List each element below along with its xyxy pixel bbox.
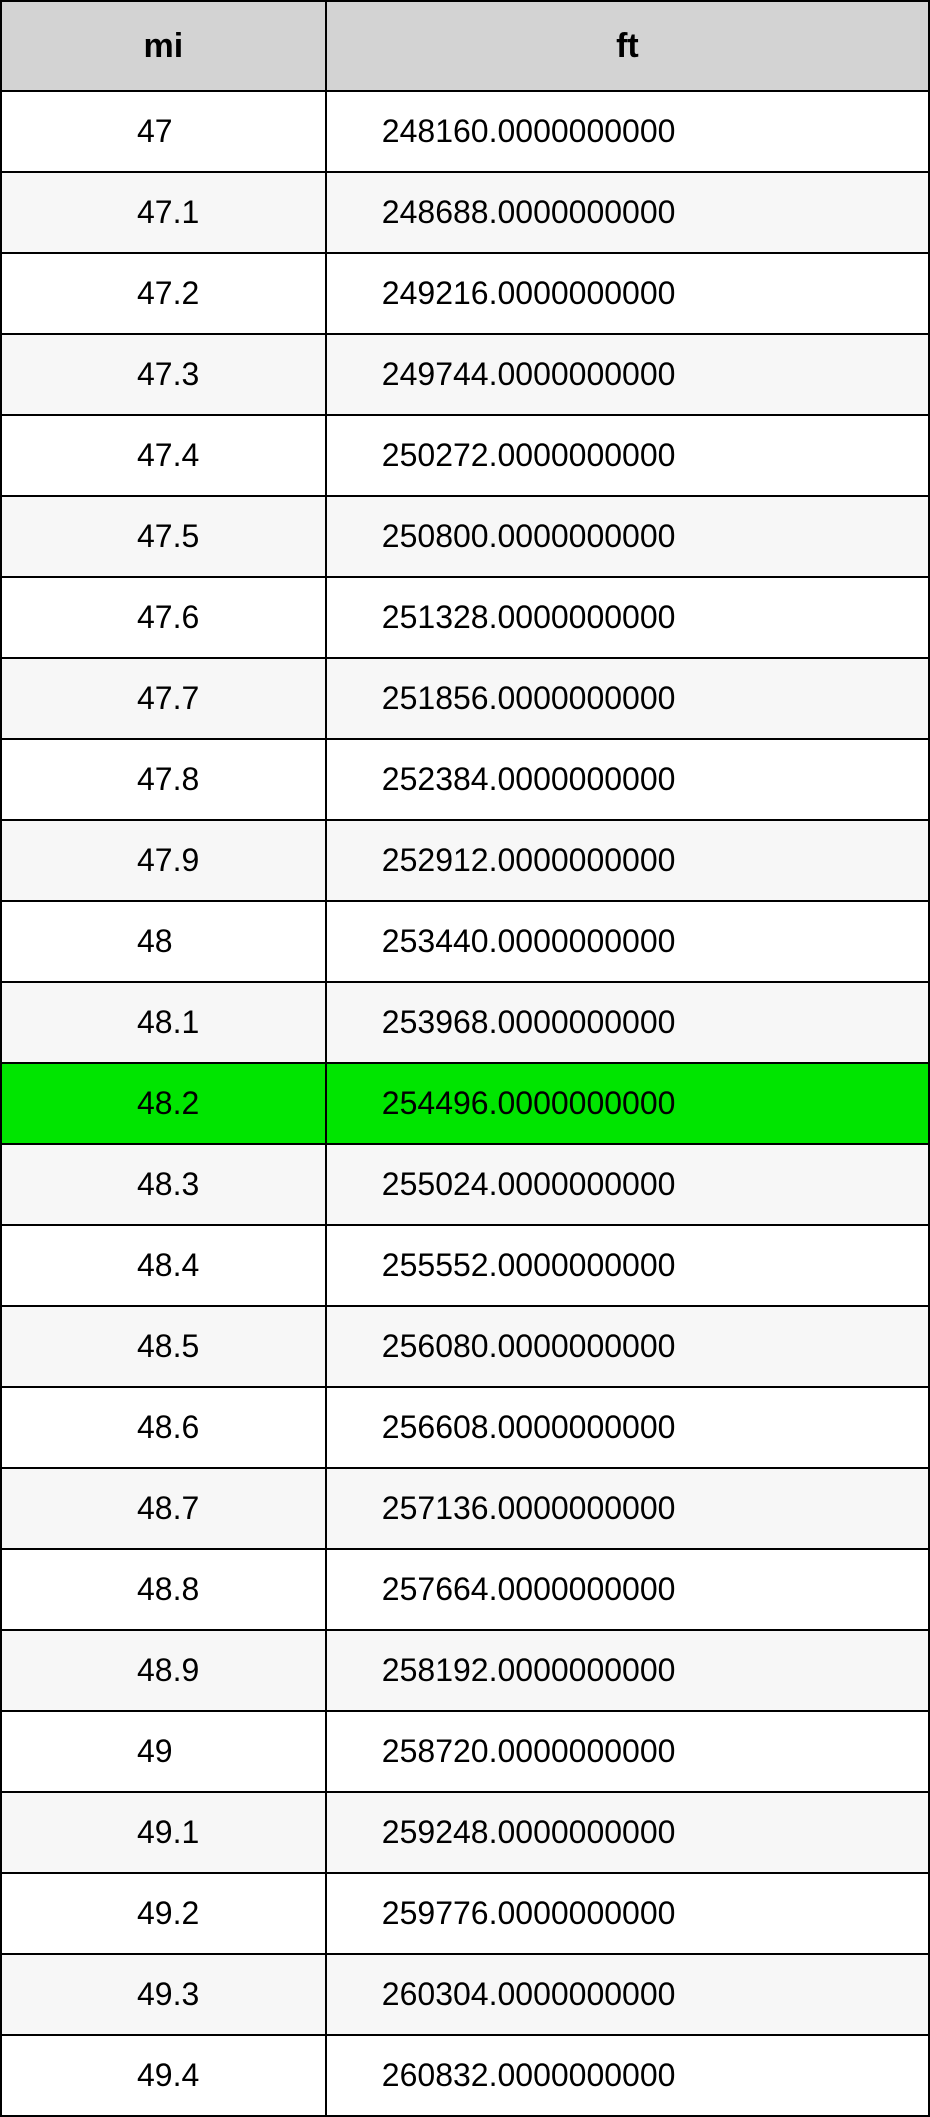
- cell-ft: 248160.0000000000: [326, 91, 929, 172]
- cell-ft: 249744.0000000000: [326, 334, 929, 415]
- cell-mi: 48.8: [1, 1549, 326, 1630]
- table-row: 48 253440.0000000000: [1, 901, 929, 982]
- cell-mi: 49.3: [1, 1954, 326, 2035]
- table-header-row: mi ft: [1, 1, 929, 91]
- table-row: 47.3 249744.0000000000: [1, 334, 929, 415]
- cell-ft: 260304.0000000000: [326, 1954, 929, 2035]
- cell-ft: 256080.0000000000: [326, 1306, 929, 1387]
- cell-mi: 47: [1, 91, 326, 172]
- cell-ft: 257664.0000000000: [326, 1549, 929, 1630]
- cell-ft: 260832.0000000000: [326, 2035, 929, 2116]
- table-row: 47.1 248688.0000000000: [1, 172, 929, 253]
- table-row: 47.7 251856.0000000000: [1, 658, 929, 739]
- cell-ft: 258720.0000000000: [326, 1711, 929, 1792]
- cell-ft: 253968.0000000000: [326, 982, 929, 1063]
- cell-ft: 255552.0000000000: [326, 1225, 929, 1306]
- table-row: 47.5 250800.0000000000: [1, 496, 929, 577]
- cell-ft: 258192.0000000000: [326, 1630, 929, 1711]
- table-row: 49.1 259248.0000000000: [1, 1792, 929, 1873]
- table-row: 48.1 253968.0000000000: [1, 982, 929, 1063]
- cell-ft: 251328.0000000000: [326, 577, 929, 658]
- cell-mi: 47.1: [1, 172, 326, 253]
- cell-mi: 47.4: [1, 415, 326, 496]
- table-row-highlighted: 48.2 254496.0000000000: [1, 1063, 929, 1144]
- table-row: 49.2 259776.0000000000: [1, 1873, 929, 1954]
- cell-ft: 254496.0000000000: [326, 1063, 929, 1144]
- cell-ft: 256608.0000000000: [326, 1387, 929, 1468]
- cell-mi: 47.8: [1, 739, 326, 820]
- cell-ft: 257136.0000000000: [326, 1468, 929, 1549]
- cell-mi: 47.3: [1, 334, 326, 415]
- table-row: 48.6 256608.0000000000: [1, 1387, 929, 1468]
- column-header-mi: mi: [1, 1, 326, 91]
- cell-mi: 49.1: [1, 1792, 326, 1873]
- table-row: 48.8 257664.0000000000: [1, 1549, 929, 1630]
- table-row: 47.2 249216.0000000000: [1, 253, 929, 334]
- cell-mi: 48.4: [1, 1225, 326, 1306]
- cell-ft: 248688.0000000000: [326, 172, 929, 253]
- cell-ft: 250272.0000000000: [326, 415, 929, 496]
- table-row: 48.9 258192.0000000000: [1, 1630, 929, 1711]
- table-row: 47 248160.0000000000: [1, 91, 929, 172]
- cell-mi: 48.2: [1, 1063, 326, 1144]
- cell-mi: 49.4: [1, 2035, 326, 2116]
- table-row: 48.5 256080.0000000000: [1, 1306, 929, 1387]
- cell-ft: 255024.0000000000: [326, 1144, 929, 1225]
- cell-mi: 48.5: [1, 1306, 326, 1387]
- cell-ft: 250800.0000000000: [326, 496, 929, 577]
- cell-mi: 47.5: [1, 496, 326, 577]
- table-row: 48.4 255552.0000000000: [1, 1225, 929, 1306]
- table-row: 49.3 260304.0000000000: [1, 1954, 929, 2035]
- column-header-ft: ft: [326, 1, 929, 91]
- cell-mi: 48.7: [1, 1468, 326, 1549]
- table-row: 48.3 255024.0000000000: [1, 1144, 929, 1225]
- cell-ft: 252384.0000000000: [326, 739, 929, 820]
- table-body: 47 248160.0000000000 47.1 248688.0000000…: [1, 91, 929, 2116]
- table-row: 47.6 251328.0000000000: [1, 577, 929, 658]
- cell-ft: 249216.0000000000: [326, 253, 929, 334]
- cell-mi: 48: [1, 901, 326, 982]
- cell-mi: 47.6: [1, 577, 326, 658]
- cell-mi: 49: [1, 1711, 326, 1792]
- conversion-table: mi ft 47 248160.0000000000 47.1 248688.0…: [0, 0, 930, 2117]
- table-row: 47.4 250272.0000000000: [1, 415, 929, 496]
- table-row: 48.7 257136.0000000000: [1, 1468, 929, 1549]
- table-row: 47.8 252384.0000000000: [1, 739, 929, 820]
- cell-mi: 48.1: [1, 982, 326, 1063]
- cell-ft: 253440.0000000000: [326, 901, 929, 982]
- table-row: 49.4 260832.0000000000: [1, 2035, 929, 2116]
- cell-mi: 47.9: [1, 820, 326, 901]
- cell-ft: 251856.0000000000: [326, 658, 929, 739]
- cell-mi: 48.6: [1, 1387, 326, 1468]
- cell-ft: 259776.0000000000: [326, 1873, 929, 1954]
- cell-mi: 49.2: [1, 1873, 326, 1954]
- cell-mi: 48.3: [1, 1144, 326, 1225]
- cell-mi: 48.9: [1, 1630, 326, 1711]
- table-row: 49 258720.0000000000: [1, 1711, 929, 1792]
- cell-ft: 259248.0000000000: [326, 1792, 929, 1873]
- cell-mi: 47.7: [1, 658, 326, 739]
- table-row: 47.9 252912.0000000000: [1, 820, 929, 901]
- cell-mi: 47.2: [1, 253, 326, 334]
- conversion-table-container: mi ft 47 248160.0000000000 47.1 248688.0…: [0, 0, 930, 2117]
- cell-ft: 252912.0000000000: [326, 820, 929, 901]
